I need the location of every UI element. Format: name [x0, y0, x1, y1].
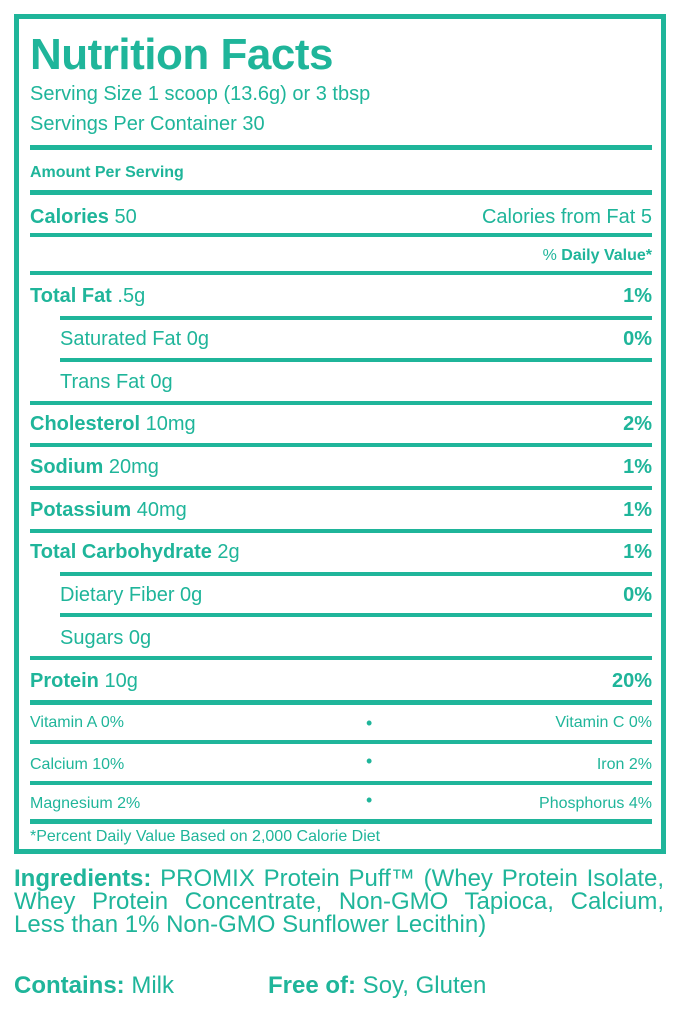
vitamin-right: Vitamin C 0%: [555, 714, 652, 731]
divider: [60, 572, 652, 576]
vitamin-left: Magnesium 2%: [30, 795, 141, 812]
nutrient-row: Saturated Fat 0g 0%: [60, 327, 652, 351]
amount-per-serving: Amount Per Serving: [30, 161, 652, 185]
ingredients-label: Ingredients:: [14, 865, 152, 892]
nutrient-amount: 2g: [211, 541, 240, 563]
bullet-icon: •: [366, 751, 373, 771]
nutrient-label: Total Carbohydrate: [30, 541, 212, 563]
daily-value-label: Daily Value*: [561, 247, 652, 264]
bullet-icon: •: [366, 713, 373, 733]
servings-per-container: Servings Per Container 30: [30, 113, 265, 135]
nutrient-label: Dietary Fiber 0g: [60, 584, 203, 606]
calories-row: Calories 50 Calories from Fat 5: [30, 205, 652, 229]
contains: Contains: Milk: [14, 972, 174, 1000]
nutrient-daily-value: 1%: [623, 456, 652, 478]
divider: [30, 781, 652, 785]
nutrient-label: Trans Fat 0g: [60, 371, 173, 393]
vitamin-left: Vitamin A 0%: [30, 714, 124, 731]
divider: [30, 443, 652, 447]
vitamin-row: Calcium 10% • Iron 2%: [30, 751, 652, 776]
nutrient-amount: 40mg: [131, 499, 187, 521]
footnote: *Percent Daily Value Based on 2,000 Calo…: [30, 828, 381, 845]
contains-value: Milk: [124, 972, 174, 999]
nutrient-daily-value: 20%: [611, 670, 652, 692]
vitamin-right: Phosphorus 4%: [539, 795, 652, 812]
divider: [30, 271, 652, 275]
nutrient-row: Total Carbohydrate 2g 1%: [30, 540, 652, 564]
nutrient-daily-value: 0%: [623, 584, 652, 606]
amount-per-serving-label: Amount Per Serving: [30, 164, 184, 181]
divider: [30, 401, 652, 405]
nutrient-daily-value: 1%: [623, 541, 652, 563]
vitamin-right: Iron 2%: [596, 756, 652, 773]
divider: [30, 700, 652, 705]
divider: [30, 819, 652, 824]
percent-sign: %: [542, 247, 557, 264]
nutrient-label: Total Fat: [30, 285, 112, 307]
nutrient-daily-value: 2%: [623, 413, 652, 435]
vitamin-left: Calcium 10%: [30, 756, 125, 773]
divider: [30, 656, 652, 660]
calories-value: 50: [114, 206, 137, 228]
nutrient-label: Sodium: [30, 456, 104, 478]
calories-label: Calories: [30, 206, 109, 228]
divider: [60, 358, 652, 362]
calories-from-fat: Calories from Fat 5: [481, 206, 652, 228]
nutrient-label: Protein: [30, 670, 99, 692]
nutrient-row: Potassium 40mg 1%: [30, 498, 652, 522]
nutrient-row: Protein 10g 20%: [30, 669, 652, 693]
nutrition-label-frame: [14, 14, 666, 854]
nutrient-row: Sodium 20mg 1%: [30, 455, 652, 479]
divider: [30, 190, 652, 195]
nutrient-label: Cholesterol: [30, 413, 141, 435]
divider: [30, 233, 652, 237]
nutrient-daily-value: 0%: [623, 328, 652, 350]
nutrient-daily-value: 1%: [623, 499, 652, 521]
nutrient-row: Sugars 0g: [60, 626, 652, 650]
vitamin-row: Vitamin A 0% • Vitamin C 0%: [30, 712, 652, 734]
nutrient-row: Total Fat .5g 1%: [30, 284, 652, 308]
free-of-label: Free of:: [268, 972, 357, 999]
label-title: Nutrition Facts: [30, 30, 333, 79]
nutrient-amount: .5g: [111, 285, 146, 307]
ingredients-text: PROMIX Protein Puff™ (Whey Protein Isola…: [14, 865, 664, 938]
nutrient-daily-value: 1%: [623, 285, 652, 307]
divider: [30, 740, 652, 744]
contains-label: Contains:: [14, 972, 125, 999]
nutrient-row: Cholesterol 10mg 2%: [30, 412, 652, 436]
divider: [30, 486, 652, 490]
nutrient-row: Trans Fat 0g: [60, 370, 652, 394]
bullet-icon: •: [366, 790, 373, 810]
divider: [60, 316, 652, 320]
serving-size: Serving Size 1 scoop (13.6g) or 3 tbsp: [30, 83, 371, 105]
nutrient-label: Saturated Fat 0g: [60, 328, 209, 350]
vitamin-row: Magnesium 2% • Phosphorus 4%: [30, 790, 652, 815]
divider: [30, 145, 652, 150]
nutrient-amount: 20mg: [103, 456, 159, 478]
divider: [60, 613, 652, 617]
nutrient-label: Sugars 0g: [60, 627, 152, 649]
free-of-value: Soy, Gluten: [356, 972, 487, 999]
free-of: Free of: Soy, Gluten: [268, 972, 486, 1000]
nutrient-label: Potassium: [30, 499, 132, 521]
ingredients: Ingredients: PROMIX Protein Puff™ (Whey …: [14, 865, 664, 938]
daily-value-header: % Daily Value*: [30, 244, 652, 268]
nutrient-row: Dietary Fiber 0g 0%: [60, 583, 652, 607]
nutrient-amount: 10mg: [140, 413, 196, 435]
divider: [30, 529, 652, 533]
nutrient-amount: 10g: [98, 670, 138, 692]
